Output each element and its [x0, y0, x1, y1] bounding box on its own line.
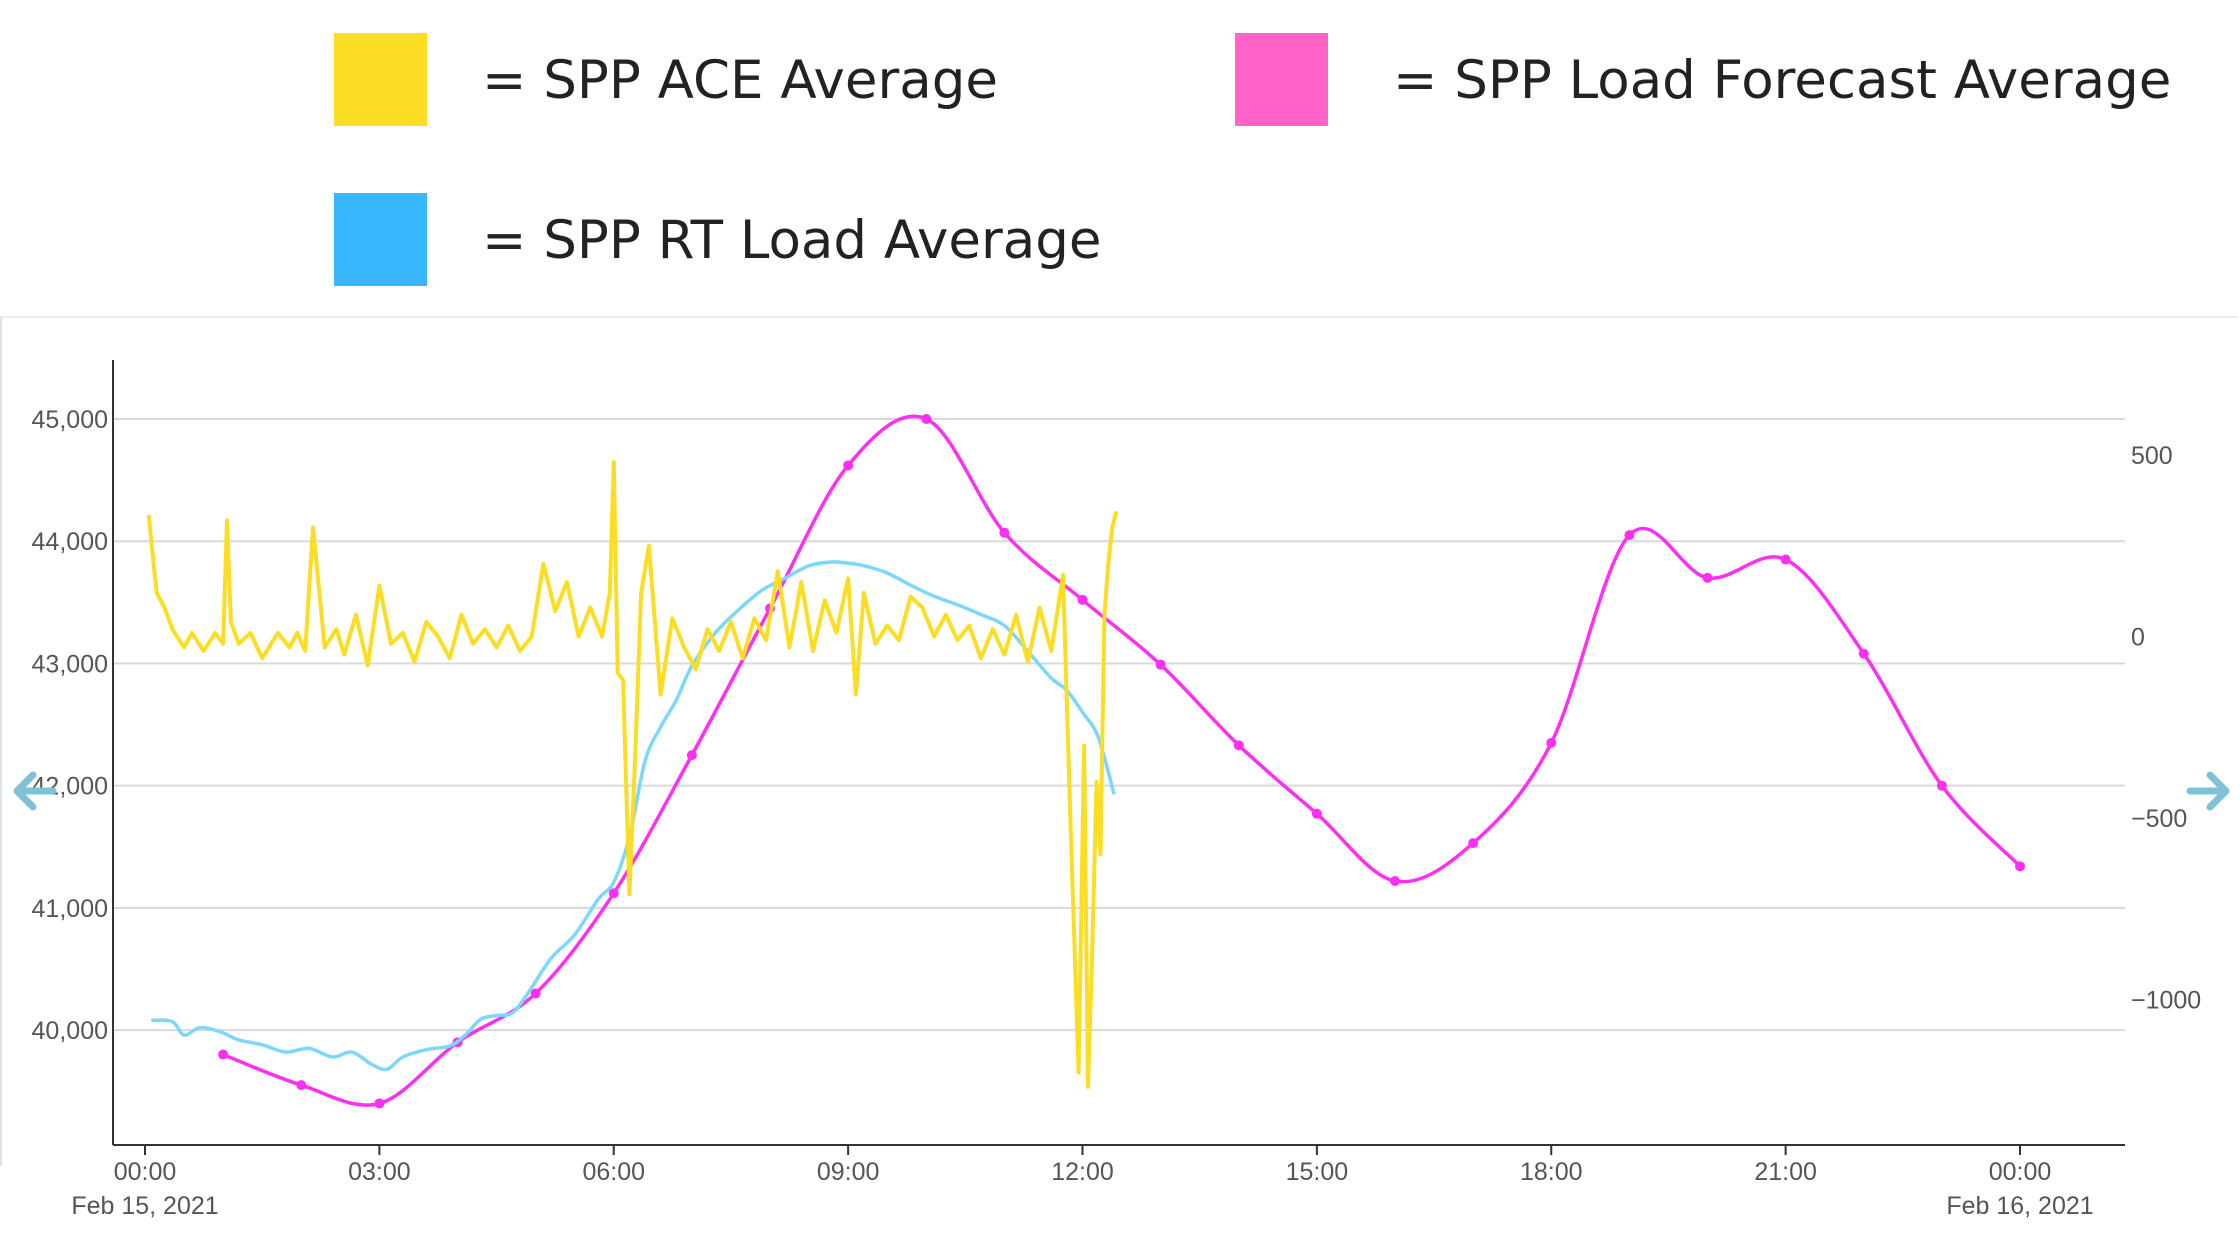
data-point-spp-load-forecast-average	[1155, 659, 1166, 670]
y-left-tick-label: 41,000	[32, 895, 108, 923]
x-tick-label: 06:00	[582, 1158, 645, 1186]
data-point-spp-load-forecast-average	[296, 1080, 307, 1091]
x-tick-label: 03:00	[348, 1158, 411, 1186]
x-tick-label: 00:00	[114, 1158, 177, 1186]
legend-label-rt-load: = SPP RT Load Average	[482, 210, 1102, 271]
data-point-spp-load-forecast-average	[1702, 572, 1713, 583]
data-point-spp-load-forecast-average	[218, 1049, 229, 1060]
navigation[interactable]	[13, 771, 2230, 811]
y-left-tick-label: 45,000	[32, 406, 108, 434]
legend-label-ace: = SPP ACE Average	[482, 50, 998, 111]
chart-panel-frame	[0, 316, 2238, 1166]
x-tick-label: 09:00	[817, 1158, 880, 1186]
data-point-spp-load-forecast-average	[1936, 780, 1947, 791]
data-point-spp-load-forecast-average	[843, 460, 854, 471]
x-tick-label: 15:00	[1286, 1158, 1349, 1186]
y-left-tick-label: 40,000	[32, 1017, 108, 1045]
y-right-tick-label: 500	[2131, 442, 2173, 470]
legend-swatch-load-forecast	[1235, 33, 1328, 126]
legend-label-load-forecast: = SPP Load Forecast Average	[1393, 50, 2172, 111]
data-point-spp-load-forecast-average	[1468, 838, 1479, 849]
data-point-spp-load-forecast-average	[999, 527, 1010, 538]
data-point-spp-load-forecast-average	[2015, 861, 2025, 872]
data-point-spp-load-forecast-average	[1858, 648, 1869, 659]
x-tick-label: 18:00	[1520, 1158, 1583, 1186]
x-tick-label: 21:00	[1754, 1158, 1817, 1186]
y-right-tick-label: −500	[2131, 805, 2187, 833]
arrow-left-icon[interactable]	[13, 771, 57, 811]
legend-swatch-ace	[334, 33, 427, 126]
legend-swatch-rt-load	[334, 193, 427, 286]
x-tick-sublabel: Feb 16, 2021	[1946, 1192, 2093, 1220]
data-point-spp-load-forecast-average	[686, 750, 697, 761]
data-point-spp-load-forecast-average	[1233, 740, 1244, 751]
data-point-spp-load-forecast-average	[1546, 737, 1557, 748]
data-point-spp-load-forecast-average	[1077, 594, 1088, 605]
data-point-spp-load-forecast-average	[1780, 554, 1791, 565]
y-right-tick-label: −1000	[2131, 987, 2201, 1015]
data-point-spp-load-forecast-average	[608, 888, 619, 899]
y-left-tick-label: 43,000	[32, 650, 108, 678]
data-point-spp-load-forecast-average	[530, 988, 541, 999]
data-point-spp-load-forecast-average	[921, 414, 932, 424]
series-line-spp-ace-average	[146, 460, 1119, 1089]
axes: 40,000 41,000 42,000 43,000 44,000 45,000 −100…	[32, 360, 2201, 1220]
y-right-tick-label: 0	[2131, 624, 2145, 652]
series-line-spp-load-forecast-average	[221, 414, 2022, 1107]
series-line-spp-rt-load-average	[151, 560, 1116, 1072]
data-point-spp-load-forecast-average	[1311, 808, 1322, 819]
gridlines	[113, 418, 2125, 1032]
y-left-tick-label: 44,000	[32, 528, 108, 556]
arrow-right-icon[interactable]	[2186, 771, 2230, 811]
y-left-tick-label: 42,000	[32, 773, 108, 801]
x-tick-label: 12:00	[1051, 1158, 1114, 1186]
data-point-spp-load-forecast-average	[374, 1098, 385, 1109]
series	[146, 414, 2025, 1109]
x-tick-label: 00:00	[1989, 1158, 2052, 1186]
x-tick-sublabel: Feb 15, 2021	[71, 1192, 218, 1220]
data-point-spp-load-forecast-average	[1624, 530, 1635, 541]
data-point-spp-load-forecast-average	[1390, 876, 1400, 886]
